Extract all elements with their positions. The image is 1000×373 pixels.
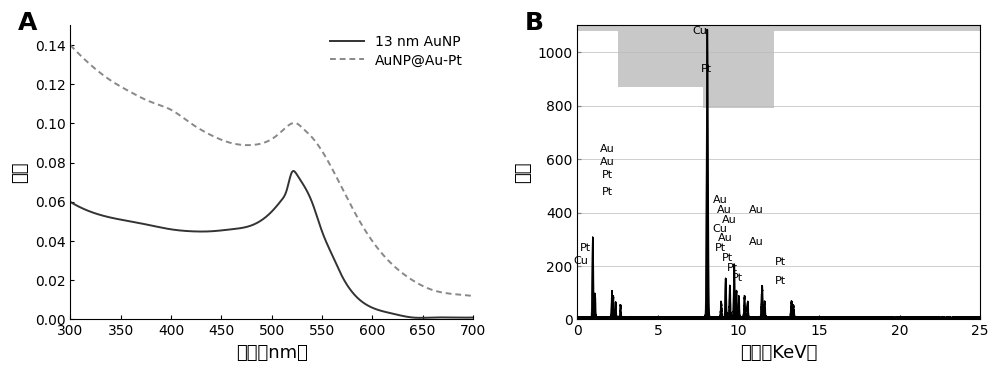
Text: Pt: Pt: [775, 276, 786, 286]
Text: Cu: Cu: [713, 224, 727, 234]
Text: Au: Au: [713, 195, 727, 204]
Text: Cu: Cu: [692, 26, 707, 36]
Text: Au: Au: [718, 233, 733, 243]
Text: Pt: Pt: [775, 257, 786, 267]
Bar: [577, 31, 618, 319]
Bar: [703, 108, 774, 319]
Text: B: B: [525, 11, 544, 35]
Text: Pt: Pt: [722, 253, 733, 263]
Text: Au: Au: [717, 205, 731, 215]
Text: Au: Au: [749, 237, 764, 247]
Text: Pt: Pt: [701, 63, 712, 73]
X-axis label: 能量（KeV）: 能量（KeV）: [740, 344, 817, 362]
Y-axis label: 吸收: 吸收: [11, 162, 29, 183]
Text: Pt: Pt: [732, 273, 743, 283]
Y-axis label: 强度: 强度: [514, 162, 532, 183]
X-axis label: 波长（nm）: 波长（nm）: [236, 344, 308, 362]
Bar: [618, 87, 703, 319]
Text: Pt: Pt: [602, 170, 613, 181]
Bar: [774, 31, 980, 319]
Text: Pt: Pt: [727, 263, 738, 273]
Text: Pt: Pt: [714, 243, 726, 253]
Text: Cu: Cu: [573, 256, 588, 266]
Legend: 13 nm AuNP, AuNP@Au-Pt: 13 nm AuNP, AuNP@Au-Pt: [327, 32, 466, 70]
Text: Pt: Pt: [580, 243, 591, 253]
Text: Au: Au: [749, 205, 764, 215]
Text: A: A: [18, 11, 37, 35]
Text: Pt: Pt: [602, 186, 613, 197]
Text: Au: Au: [600, 157, 615, 167]
Text: Au: Au: [600, 144, 615, 154]
Text: Au: Au: [721, 214, 736, 225]
